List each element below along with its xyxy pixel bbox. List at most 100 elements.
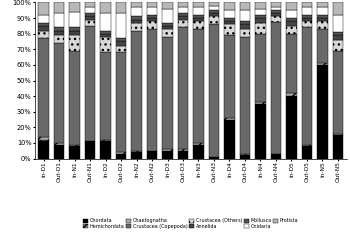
- Bar: [100, 13, 111, 30]
- Bar: [162, 151, 173, 159]
- Bar: [131, 7, 142, 17]
- Bar: [271, 7, 281, 10]
- Bar: [85, 20, 96, 26]
- Bar: [209, 2, 219, 6]
- Bar: [302, 7, 313, 15]
- Bar: [193, 144, 204, 159]
- Bar: [147, 18, 158, 21]
- Bar: [100, 140, 111, 142]
- Bar: [69, 12, 80, 27]
- Bar: [332, 135, 343, 159]
- Bar: [317, 63, 328, 65]
- Bar: [317, 7, 328, 15]
- Bar: [116, 52, 126, 152]
- Bar: [116, 152, 126, 154]
- Bar: [54, 143, 64, 144]
- Bar: [69, 2, 80, 12]
- Bar: [286, 18, 297, 21]
- Bar: [116, 2, 126, 13]
- Bar: [100, 52, 111, 140]
- Bar: [131, 2, 142, 7]
- Bar: [147, 151, 158, 159]
- Bar: [85, 17, 96, 20]
- Bar: [147, 29, 158, 151]
- Bar: [317, 21, 328, 29]
- Bar: [286, 21, 297, 26]
- Bar: [239, 29, 250, 37]
- Bar: [69, 30, 80, 35]
- Bar: [209, 13, 219, 17]
- Bar: [193, 7, 204, 15]
- Bar: [255, 34, 266, 102]
- Bar: [255, 15, 266, 18]
- Bar: [131, 151, 142, 152]
- Bar: [100, 30, 111, 34]
- Bar: [177, 27, 188, 149]
- Bar: [116, 46, 126, 52]
- Bar: [193, 15, 204, 18]
- Legend: Chordata, Hemichordata, Chaetognatha, Crustacea (Copepoda), Crustacea (Others), : Chordata, Hemichordata, Chaetognatha, Cr…: [82, 217, 299, 230]
- Bar: [224, 35, 235, 118]
- Bar: [162, 2, 173, 9]
- Bar: [54, 35, 64, 43]
- Bar: [147, 2, 158, 7]
- Bar: [286, 93, 297, 96]
- Bar: [224, 21, 235, 24]
- Bar: [271, 16, 281, 22]
- Bar: [162, 23, 173, 26]
- Bar: [255, 9, 266, 15]
- Bar: [131, 20, 142, 23]
- Bar: [100, 2, 111, 13]
- Bar: [317, 15, 328, 18]
- Bar: [54, 144, 64, 159]
- Bar: [317, 2, 328, 7]
- Bar: [38, 15, 49, 23]
- Bar: [332, 51, 343, 134]
- Bar: [69, 146, 80, 159]
- Bar: [177, 20, 188, 27]
- Bar: [224, 18, 235, 21]
- Bar: [100, 37, 111, 52]
- Bar: [69, 35, 80, 51]
- Bar: [54, 27, 64, 30]
- Bar: [224, 118, 235, 120]
- Bar: [131, 17, 142, 20]
- Bar: [302, 144, 313, 146]
- Bar: [193, 21, 204, 29]
- Bar: [38, 38, 49, 137]
- Bar: [332, 15, 343, 32]
- Bar: [317, 18, 328, 21]
- Bar: [239, 24, 250, 29]
- Bar: [131, 30, 142, 151]
- Bar: [302, 21, 313, 27]
- Bar: [271, 2, 281, 7]
- Bar: [239, 154, 250, 155]
- Bar: [286, 96, 297, 159]
- Bar: [162, 9, 173, 23]
- Bar: [147, 15, 158, 18]
- Bar: [286, 34, 297, 93]
- Bar: [162, 26, 173, 29]
- Bar: [54, 13, 64, 27]
- Bar: [271, 154, 281, 159]
- Bar: [38, 26, 49, 30]
- Bar: [69, 51, 80, 144]
- Bar: [177, 17, 188, 20]
- Bar: [239, 2, 250, 10]
- Bar: [38, 137, 49, 140]
- Bar: [177, 7, 188, 13]
- Bar: [317, 65, 328, 159]
- Bar: [224, 24, 235, 35]
- Bar: [193, 2, 204, 7]
- Bar: [147, 7, 158, 15]
- Bar: [332, 35, 343, 40]
- Bar: [239, 37, 250, 154]
- Bar: [239, 21, 250, 24]
- Bar: [85, 142, 96, 159]
- Bar: [302, 18, 313, 21]
- Bar: [177, 149, 188, 151]
- Bar: [85, 26, 96, 142]
- Bar: [332, 32, 343, 35]
- Bar: [193, 18, 204, 21]
- Bar: [162, 37, 173, 149]
